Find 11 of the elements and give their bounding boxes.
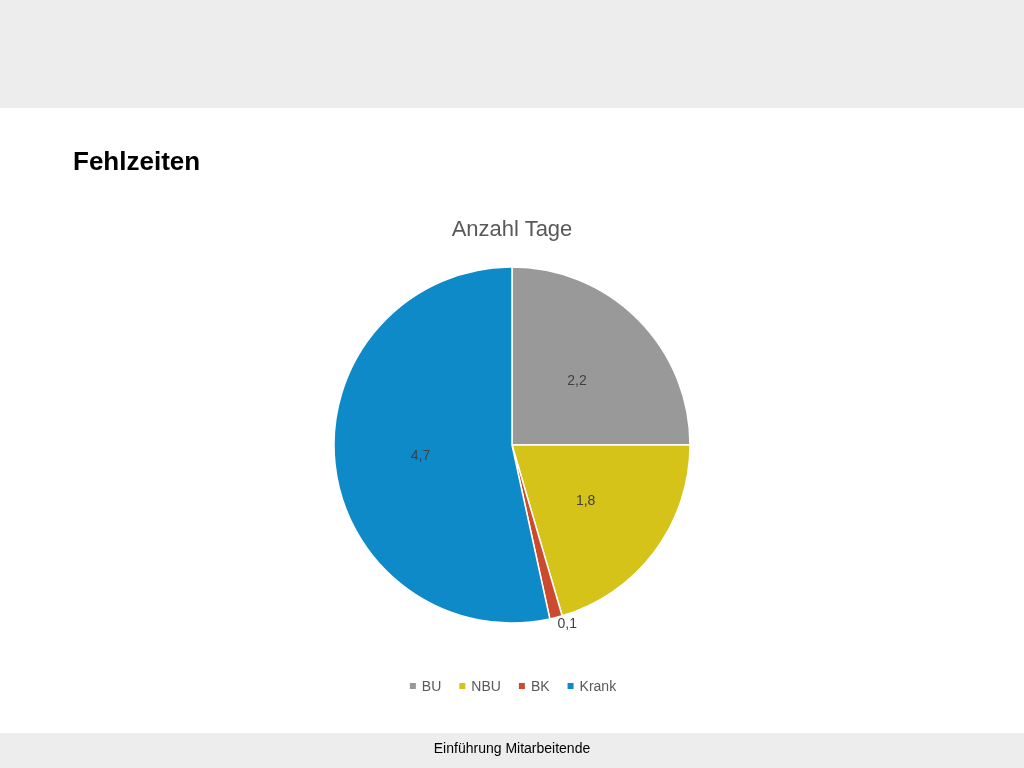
legend-label: Krank xyxy=(579,678,618,694)
legend-label: BU xyxy=(421,678,442,694)
legend-label: BK xyxy=(530,678,551,694)
legend-label: NBU xyxy=(471,678,501,694)
data-label: 4,7 xyxy=(410,446,431,463)
text: Einführung Mitarbeitende xyxy=(433,740,591,756)
chart-subtitle: Anzahl Tage xyxy=(451,215,573,241)
data-label: 1,8 xyxy=(575,492,596,509)
data-label: 0,1 xyxy=(557,615,578,632)
data-label: 2,2 xyxy=(567,371,587,388)
chart-title: Fehlzeiten xyxy=(73,146,201,177)
